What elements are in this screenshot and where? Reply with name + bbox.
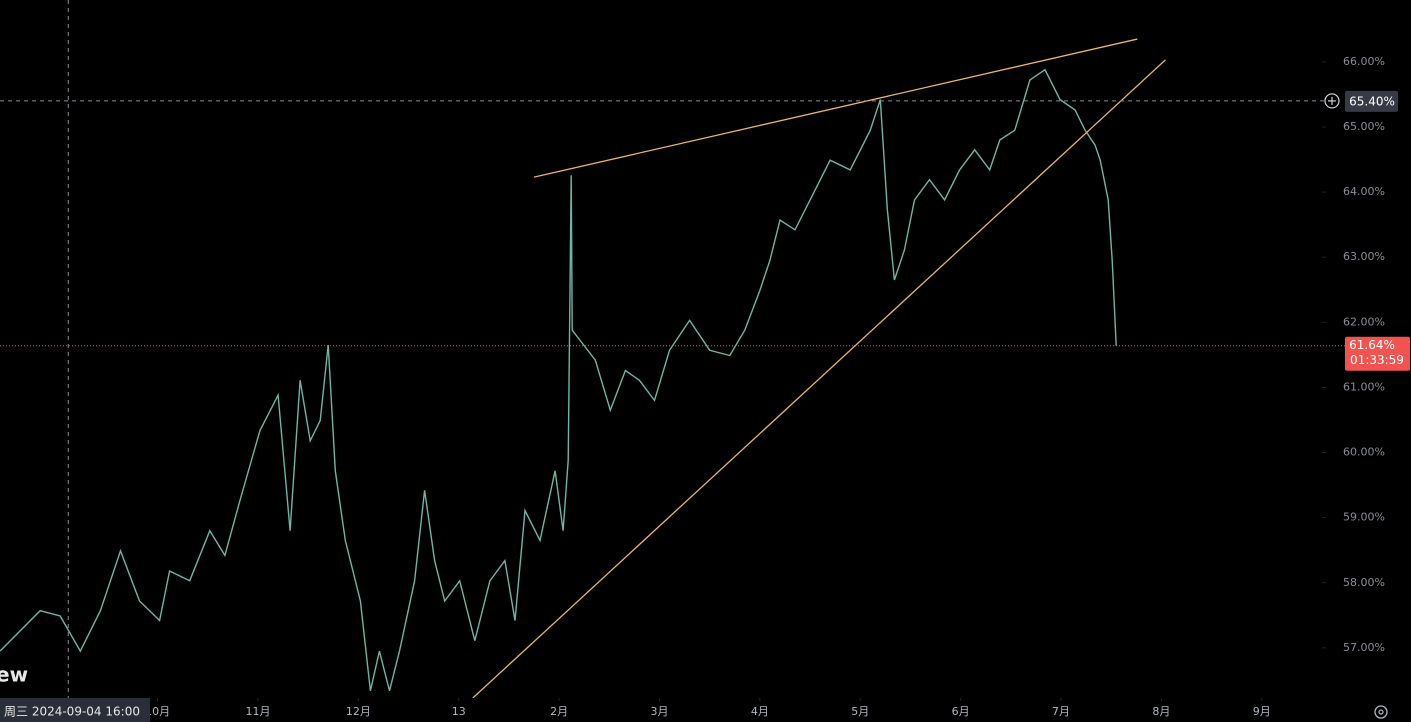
x-tick-label: 11月 (245, 705, 270, 718)
x-tick-label: 6月 (952, 705, 970, 718)
trendline (533, 38, 1138, 178)
x-tick-label: 2月 (550, 705, 568, 718)
settings-button[interactable] (1374, 705, 1388, 719)
y-tick-label: 62.00% (1343, 315, 1385, 328)
trendline (472, 59, 1166, 699)
last-price-label: 61.64% (1349, 338, 1395, 352)
x-tick-label: 3月 (650, 705, 668, 718)
y-tick-label: 64.00% (1343, 185, 1385, 198)
crosshair-y-label-bg (1345, 90, 1398, 112)
last-price-countdown: 01:33:59 (1350, 353, 1404, 367)
watermark: ew (0, 663, 28, 687)
y-tick-label: 67.00% (1343, 0, 1385, 3)
price-line (0, 68, 1117, 691)
x-tick-label: 13 (452, 705, 466, 718)
x-axis-bg (0, 698, 1411, 722)
crosshair-x-label: 周三 2024-09-04 (4, 705, 102, 719)
y-tick-label: 57.00% (1343, 641, 1385, 654)
x-tick-label: 12月 (346, 705, 371, 718)
crosshair-add-button[interactable] (1324, 93, 1340, 109)
y-tick-label: 59.00% (1343, 511, 1385, 524)
y-tick-label: 65.00% (1343, 120, 1385, 133)
crosshair-time: 16:00 (105, 705, 140, 719)
x-tick-label: 9月 (1253, 705, 1271, 718)
crosshair-x-label-bg (0, 698, 150, 722)
x-tick-label: 5月 (851, 705, 869, 718)
x-tick-label: 8月 (1152, 705, 1170, 718)
y-tick-label: 60.00% (1343, 446, 1385, 459)
y-tick-label: 66.00% (1343, 55, 1385, 68)
crosshair-add-plus (1328, 96, 1336, 105)
x-tick-label: 7月 (1052, 705, 1070, 718)
x-tick-label: 4月 (751, 705, 769, 718)
y-tick-label: 58.00% (1343, 576, 1385, 589)
last-price-label-bg (1345, 336, 1410, 371)
x-tick-label: 10月 (145, 705, 170, 718)
settings-button-core (1378, 709, 1384, 715)
y-tick-label: 63.00% (1343, 250, 1385, 263)
crosshair-y-label: 65.40% (1349, 94, 1395, 108)
y-tick-label: 61.00% (1343, 380, 1385, 393)
